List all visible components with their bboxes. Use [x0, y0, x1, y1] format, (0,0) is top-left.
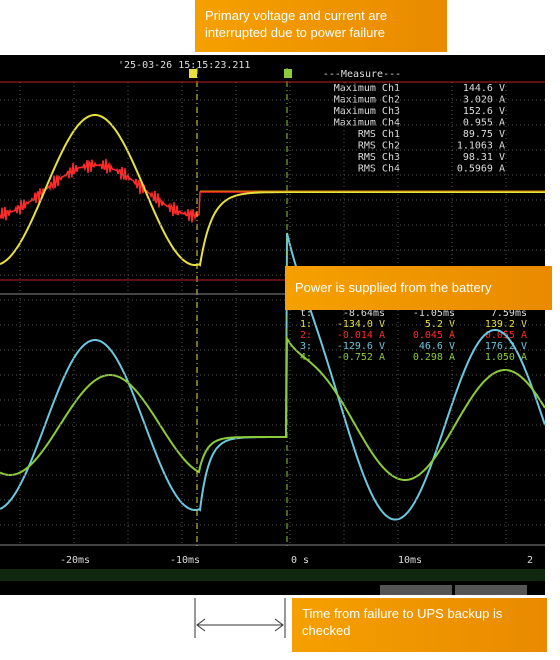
measure-title: ---Measure---: [323, 69, 401, 80]
cursor-row-label: 4:: [300, 352, 312, 363]
cursor-value: -1.05ms: [413, 308, 455, 319]
wave-ch1: [0, 114, 545, 267]
measure-label: Maximum Ch1: [334, 83, 400, 94]
measure-value: 0.5969 A: [457, 164, 505, 175]
cursor-tag: [284, 69, 292, 78]
cursor-value: 0.298 A: [413, 352, 455, 363]
wave-ch4: [0, 335, 546, 481]
measure-label: RMS Ch4: [358, 164, 400, 175]
cursor-value: 1.050 A: [485, 352, 527, 363]
cursor-value: -129.6 V: [337, 341, 385, 352]
cursor-value: 5.2 V: [425, 319, 455, 330]
time-label: -10ms: [170, 555, 200, 566]
measure-value: 152.6 V: [463, 106, 505, 117]
footer-bar: [0, 569, 545, 581]
cursor-row-label: 2:: [300, 330, 312, 341]
measure-value: 3.020 A: [463, 95, 505, 106]
measure-label: Maximum Ch4: [334, 118, 400, 129]
measure-value: 89.75 V: [463, 129, 505, 140]
time-label: 0 s: [291, 555, 309, 566]
cursor-tag: [189, 69, 197, 78]
interval-arrow: [196, 618, 284, 632]
measure-value: 98.31 V: [463, 152, 505, 163]
timestamp: '25-03-26 15:15:23.211: [118, 60, 250, 71]
cursor-value: 46.6 V: [419, 341, 455, 352]
cursor-value: -0.014 A: [337, 330, 385, 341]
cursor-value: 7.59ms: [491, 308, 527, 319]
footer-tag: [455, 585, 527, 595]
footer-tag: [380, 585, 452, 595]
measure-label: Maximum Ch2: [334, 95, 400, 106]
cursor-row-label: t:: [300, 308, 312, 319]
cursor-row-label: 3:: [300, 341, 312, 352]
cursor-value: -0.752 A: [337, 352, 385, 363]
measure-label: RMS Ch1: [358, 129, 400, 140]
measure-label: RMS Ch3: [358, 152, 400, 163]
cursor-value: 0.045 A: [413, 330, 455, 341]
measure-value: 144.6 V: [463, 83, 505, 94]
time-label: 2: [527, 555, 533, 566]
cursor-value: -8.64ms: [343, 308, 385, 319]
cursor-value: 139.2 V: [485, 319, 527, 330]
cursor-row-label: 1:: [300, 319, 312, 330]
callout-failure: Primary voltage and current are interrup…: [195, 0, 447, 52]
time-label: 10ms: [398, 555, 422, 566]
time-label: -20ms: [60, 555, 90, 566]
callout-time-check: Time from failure to UPS backup is check…: [292, 598, 547, 652]
measure-value: 1.1063 A: [457, 141, 505, 152]
callout-battery: Power is supplied from the battery: [285, 266, 552, 310]
measure-value: 0.955 A: [463, 118, 505, 129]
measure-label: Maximum Ch3: [334, 106, 400, 117]
measure-label: RMS Ch2: [358, 141, 400, 152]
